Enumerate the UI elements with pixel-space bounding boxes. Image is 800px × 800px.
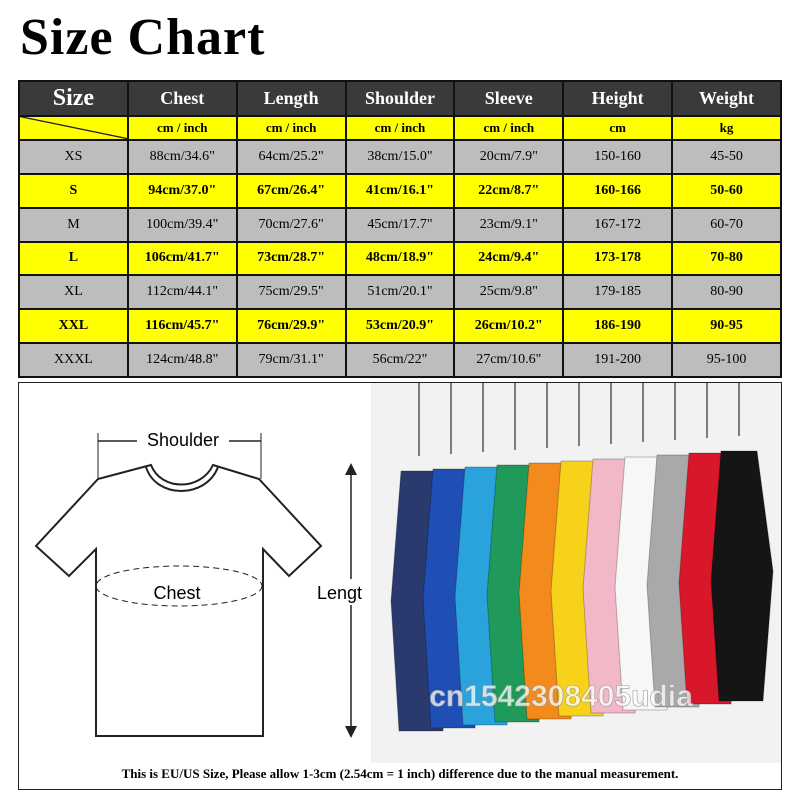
- cell: 51cm/20.1": [346, 276, 454, 309]
- unit-cell: cm: [564, 117, 672, 139]
- header-cell: Sleeve: [455, 82, 563, 115]
- footnote: This is EU/US Size, Please allow 1-3cm (…: [121, 766, 679, 781]
- cell: 167-172: [564, 208, 672, 241]
- cell: 25cm/9.8": [455, 276, 563, 309]
- cell: XXL: [20, 310, 127, 343]
- cell: M: [20, 208, 127, 241]
- size-row: L 106cm/41.7" 73cm/28.7" 48cm/18.9" 24cm/9.4…: [20, 242, 780, 275]
- unit-cell: cm / inch: [455, 117, 563, 139]
- cell: 48cm/18.9": [346, 242, 454, 275]
- cell: 67cm/26.4": [237, 174, 345, 207]
- cell: 95-100: [673, 344, 780, 376]
- size-row: XL 112cm/44.1" 75cm/29.5" 51cm/20.1" 25cm/9.…: [20, 276, 780, 309]
- cell: S: [20, 174, 127, 207]
- shoulder-label: Shoulder: [147, 430, 219, 450]
- cell: 53cm/20.9": [346, 310, 454, 343]
- cell: 20cm/7.9": [455, 141, 563, 173]
- header-row: Size Chest Length Shoulder Sleeve Height Weigh…: [20, 82, 780, 115]
- cell: 50-60: [673, 174, 780, 207]
- header-cell: Chest: [128, 82, 236, 115]
- shirt: [710, 450, 774, 702]
- cell: 160-166: [564, 174, 672, 207]
- cell: 80-90: [673, 276, 780, 309]
- diagonal-cell: [20, 117, 127, 139]
- size-row: S 94cm/37.0" 67cm/26.4" 41cm/16.1" 22cm/8.7"…: [20, 174, 780, 207]
- watermark: cn1542308405udia: [429, 680, 693, 713]
- unit-cell: cm / inch: [237, 117, 345, 139]
- title: Size Chart: [20, 9, 266, 66]
- cell: 56cm/22": [346, 344, 454, 376]
- cell: XS: [20, 141, 127, 173]
- unit-cell: cm / inch: [128, 117, 236, 139]
- cell: 75cm/29.5": [237, 276, 345, 309]
- cell: 70cm/27.6": [237, 208, 345, 241]
- size-row: XXXL 124cm/48.8" 79cm/31.1" 56cm/22" 27cm/10…: [20, 344, 780, 376]
- cell: 38cm/15.0": [346, 141, 454, 173]
- size-row: XXL 116cm/45.7" 76cm/29.9" 53cm/20.9" 26cm/1…: [20, 310, 780, 343]
- units-row: cm / inch cm / inch cm / inch cm / inch cm kg: [20, 117, 780, 139]
- cell: 90-95: [673, 310, 780, 343]
- cell: 45cm/17.7": [346, 208, 454, 241]
- cell: 26cm/10.2": [455, 310, 563, 343]
- unit-cell: kg: [673, 117, 780, 139]
- chest-label: Chest: [153, 583, 200, 603]
- cell: 112cm/44.1": [128, 276, 236, 309]
- cell: 41cm/16.1": [346, 174, 454, 207]
- collar: [145, 466, 219, 492]
- cell: 179-185: [564, 276, 672, 309]
- cell: 79cm/31.1": [237, 344, 345, 376]
- label-bg: [137, 429, 229, 451]
- cell: 100cm/39.4": [128, 208, 236, 241]
- cell: 106cm/41.7": [128, 242, 236, 275]
- header-cell: Size: [20, 82, 127, 115]
- cell: 173-178: [564, 242, 672, 275]
- cell: 88cm/34.6": [128, 141, 236, 173]
- cell: 60-70: [673, 208, 780, 241]
- size-row: M 100cm/39.4" 70cm/27.6" 45cm/17.7" 23cm/9.1…: [20, 208, 780, 241]
- cell: 45-50: [673, 141, 780, 173]
- shirt-photo: [390, 383, 774, 732]
- cell: 191-200: [564, 344, 672, 376]
- size-row: XS 88cm/34.6" 64cm/25.2" 38cm/15.0" 20cm/7.9…: [20, 141, 780, 173]
- cell: 23cm/9.1": [455, 208, 563, 241]
- cell: 150-160: [564, 141, 672, 173]
- header-cell: Length: [237, 82, 345, 115]
- header-cell: Weight: [673, 82, 780, 115]
- cell: 64cm/25.2": [237, 141, 345, 173]
- illustration-svg: cn1542308405udia Shoulder Chest Lengt: [34, 383, 781, 763]
- cell: L: [20, 242, 127, 275]
- cell: 27cm/10.6": [455, 344, 563, 376]
- cell: 76cm/29.9": [237, 310, 345, 343]
- size-table: Size Chest Length Shoulder Sleeve Height Weigh…: [18, 80, 782, 378]
- cell: 124cm/48.8": [128, 344, 236, 376]
- cell: 70-80: [673, 242, 780, 275]
- cell: 22cm/8.7": [455, 174, 563, 207]
- label-bg: [316, 579, 371, 605]
- cell: 73cm/28.7": [237, 242, 345, 275]
- tshirt-outline: [34, 463, 323, 737]
- cell: XL: [20, 276, 127, 309]
- length-label: Lengt: [317, 583, 362, 603]
- cell: 116cm/45.7": [128, 310, 236, 343]
- unit-cell: cm / inch: [346, 117, 454, 139]
- header-cell: Shoulder: [346, 82, 454, 115]
- cell: 24cm/9.4": [455, 242, 563, 275]
- cell: 94cm/37.0": [128, 174, 236, 207]
- header-cell: Height: [564, 82, 672, 115]
- chest-line: [95, 565, 263, 607]
- illustration: cn1542308405udia Shoulder Chest Lengt: [18, 382, 782, 790]
- cell: 186-190: [564, 310, 672, 343]
- cell: XXXL: [20, 344, 127, 376]
